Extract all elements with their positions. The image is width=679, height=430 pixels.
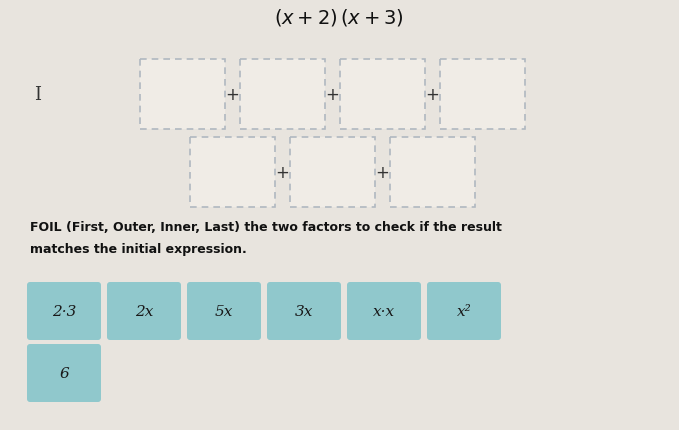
Text: +: + bbox=[425, 86, 439, 104]
Text: +: + bbox=[325, 86, 339, 104]
FancyBboxPatch shape bbox=[390, 138, 475, 208]
Text: $(x + 2)\,(x + 3)$: $(x + 2)\,(x + 3)$ bbox=[274, 7, 404, 28]
FancyBboxPatch shape bbox=[107, 283, 181, 340]
FancyBboxPatch shape bbox=[427, 283, 501, 340]
Text: matches the initial expression.: matches the initial expression. bbox=[30, 243, 246, 256]
FancyBboxPatch shape bbox=[187, 283, 261, 340]
Text: +: + bbox=[225, 86, 239, 104]
Text: x·x: x·x bbox=[373, 304, 395, 318]
Text: 5x: 5x bbox=[215, 304, 233, 318]
FancyBboxPatch shape bbox=[140, 60, 225, 130]
Text: +: + bbox=[275, 164, 289, 181]
Text: FOIL (First, Outer, Inner, Last) the two factors to check if the result: FOIL (First, Outer, Inner, Last) the two… bbox=[30, 221, 502, 234]
Text: 2x: 2x bbox=[135, 304, 153, 318]
FancyBboxPatch shape bbox=[190, 138, 275, 208]
FancyBboxPatch shape bbox=[240, 60, 325, 130]
Text: I: I bbox=[35, 86, 41, 104]
Text: 6: 6 bbox=[59, 366, 69, 380]
Text: +: + bbox=[375, 164, 389, 181]
FancyBboxPatch shape bbox=[267, 283, 341, 340]
FancyBboxPatch shape bbox=[347, 283, 421, 340]
Text: x²: x² bbox=[456, 304, 471, 318]
FancyBboxPatch shape bbox=[440, 60, 525, 130]
Text: 3x: 3x bbox=[295, 304, 313, 318]
FancyBboxPatch shape bbox=[27, 344, 101, 402]
FancyBboxPatch shape bbox=[27, 283, 101, 340]
FancyBboxPatch shape bbox=[340, 60, 425, 130]
FancyBboxPatch shape bbox=[290, 138, 375, 208]
Text: 2·3: 2·3 bbox=[52, 304, 76, 318]
